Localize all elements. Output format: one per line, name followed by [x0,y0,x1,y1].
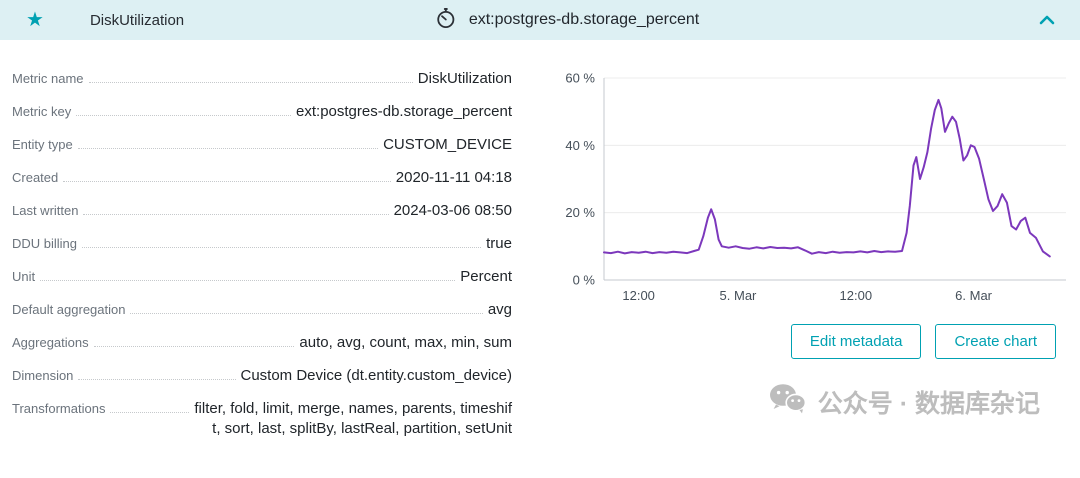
wechat-icon [769,383,806,421]
metadata-label: Default aggregation [12,302,126,317]
metadata-value: Percent [460,268,512,285]
metadata-row: Last written 2024-03-06 08:50 [12,194,512,227]
metadata-value: avg [487,301,512,318]
favorite-star-icon[interactable]: ★ [26,9,44,31]
metadata-label: Created [12,170,59,185]
metadata-label: Entity type [12,137,73,152]
metadata-label: DDU billing [12,236,78,251]
metadata-label: Aggregations [12,335,89,350]
metadata-value: Custom Device (dt.entity.custom_device) [240,367,513,384]
metadata-value: ext:postgres-db.storage_percent [296,103,512,120]
svg-text:20 %: 20 % [565,205,595,220]
dotted-leader [88,70,413,83]
metadata-label: Last written [12,203,79,218]
metadata-value: true [486,235,512,252]
metadata-value: DiskUtilization [417,70,512,87]
metadata-value: filter, fold, limit, merge, names, paren… [194,400,512,437]
metric-header: ★ DiskUtilization ext:postgres-db.storag… [0,0,1080,40]
metadata-label: Metric key [12,104,72,119]
metadata-row: Unit Percent [12,260,512,293]
dotted-leader [63,169,391,182]
metadata-label: Unit [12,269,36,284]
metadata-row: Created 2020-11-11 04:18 [12,161,512,194]
svg-text:12:00: 12:00 [622,288,655,303]
svg-text:60 %: 60 % [565,71,595,86]
dotted-leader [82,235,482,248]
metadata-row: Metric key ext:postgres-db.storage_perce… [12,95,512,128]
svg-text:40 %: 40 % [565,138,595,153]
svg-text:6. Mar: 6. Mar [955,288,993,303]
metadata-row: Transformations filter, fold, limit, mer… [12,392,512,445]
dotted-leader [93,334,295,347]
main-content: Metric name DiskUtilization Metric key e… [0,40,1080,445]
dotted-leader [110,400,190,413]
dotted-leader [77,136,379,149]
chart-actions: Edit metadata Create chart [558,324,1056,359]
chart-column: 0 % 20 % 40 % 60 % 12:00 5. Mar 12:00 6. Mar Ed… [512,62,1080,445]
metric-key-title: ext:postgres-db.storage_percent [468,11,700,28]
svg-text:5. Mar: 5. Mar [720,288,758,303]
svg-text:0 %: 0 % [573,273,596,288]
svg-text:12:00: 12:00 [840,288,873,303]
metadata-label: Transformations [12,401,106,416]
metadata-row: DDU billing true [12,227,512,260]
chevron-up-icon [1039,15,1055,25]
metric-chart: 0 % 20 % 40 % 60 % 12:00 5. Mar 12:00 6. Mar [565,71,1066,303]
header-center: ext:postgres-db.storage_percent [435,7,699,34]
dotted-leader [83,202,389,215]
metadata-row: Entity type CUSTOM_DEVICE [12,128,512,161]
header-left: ★ DiskUtilization [26,10,184,30]
stopwatch-icon [435,7,457,34]
metadata-row: Aggregations auto, avg, count, max, min,… [12,326,512,359]
metadata-row: Dimension Custom Device (dt.entity.custo… [12,359,512,392]
watermark: 公众号 · 数据库杂记 [558,383,1040,421]
metric-name-title: DiskUtilization [89,11,185,29]
watermark-text: 公众号 · 数据库杂记 [817,390,1040,418]
dotted-leader [78,367,236,380]
metadata-label: Metric name [12,71,84,86]
metadata-value: auto, avg, count, max, min, sum [299,334,512,351]
metadata-label: Dimension [12,368,74,383]
dotted-leader [130,301,483,314]
dotted-leader [40,268,456,281]
metadata-value: 2020-11-11 04:18 [395,169,512,186]
create-chart-button[interactable]: Create chart [935,324,1056,359]
edit-metadata-button[interactable]: Edit metadata [790,324,922,359]
metric-chart-container: 0 % 20 % 40 % 60 % 12:00 5. Mar 12:00 6. Mar [558,66,1072,310]
collapse-panel-button[interactable] [1038,13,1056,27]
metadata-value: 2024-03-06 08:50 [393,202,512,219]
dotted-leader [76,103,292,116]
metadata-row: Metric name DiskUtilization [12,62,512,95]
metadata-row: Default aggregation avg [12,293,512,326]
metadata-list: Metric name DiskUtilization Metric key e… [0,62,512,445]
metadata-value: CUSTOM_DEVICE [383,136,512,153]
